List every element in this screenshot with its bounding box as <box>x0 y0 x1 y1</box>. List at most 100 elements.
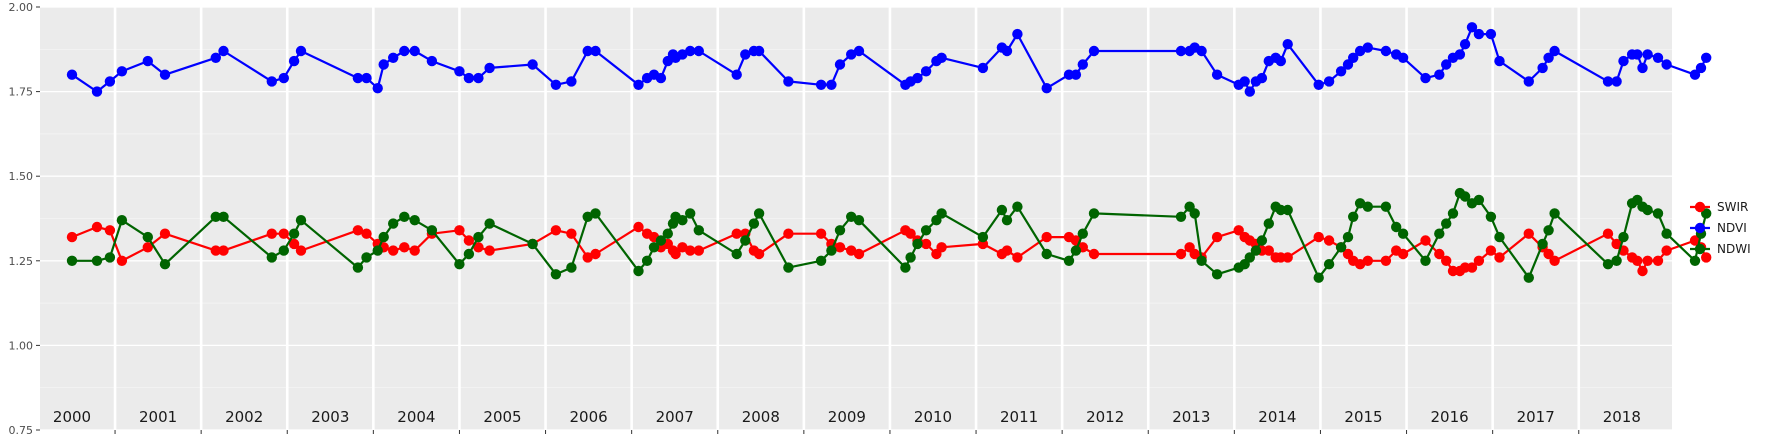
ndwi-point <box>484 218 495 229</box>
year-label: 2006 <box>570 408 608 426</box>
year-label: 2009 <box>828 408 866 426</box>
ndvi-point <box>1077 59 1089 70</box>
ndvi-point <box>1537 62 1548 74</box>
ndwi-point <box>977 231 989 243</box>
ndvi-point <box>1466 22 1478 33</box>
swir-point <box>936 242 947 253</box>
ndwi-point <box>826 245 837 256</box>
swir-point <box>685 245 696 256</box>
year-label: 2017 <box>1517 408 1555 426</box>
ndvi-point <box>388 52 399 63</box>
ndvi-point <box>590 45 601 57</box>
ndvi-point <box>409 45 420 57</box>
swir-point <box>1380 255 1392 266</box>
swir-point <box>633 221 644 233</box>
swir-point <box>399 242 410 253</box>
swir-point <box>116 255 128 266</box>
ndvi-point <box>1335 66 1347 77</box>
swir-point <box>1313 231 1324 243</box>
ndwi-point <box>912 238 923 250</box>
ndwi-point <box>662 228 673 239</box>
ndwi-point <box>1001 215 1013 226</box>
ndwi-point <box>900 262 911 273</box>
ndvi-point <box>399 45 410 57</box>
swir-point <box>1611 238 1622 250</box>
ndvi-point <box>1070 69 1082 80</box>
ndwi-point <box>1380 201 1392 212</box>
ndvi-point <box>278 72 289 84</box>
swir-point <box>834 242 846 253</box>
ndwi-point <box>1335 242 1347 253</box>
swir-point <box>1041 231 1052 243</box>
swir-point <box>1523 228 1535 239</box>
swir-point <box>1652 255 1664 266</box>
ndvi-point <box>1618 55 1629 67</box>
swir-point <box>550 225 562 236</box>
ndwi-point <box>1250 245 1262 256</box>
ndwi-point <box>648 242 660 253</box>
ndwi-point <box>753 208 765 219</box>
ndvi-point <box>1380 45 1392 57</box>
ndwi-point <box>1313 272 1324 283</box>
ndwi-point <box>1642 204 1653 216</box>
ndwi-point <box>288 228 300 239</box>
ndvi-point <box>783 76 794 87</box>
ndwi-point <box>66 255 78 266</box>
swir-point <box>815 228 827 239</box>
ndwi-point <box>677 215 688 226</box>
ndvi-point <box>454 66 465 77</box>
swir-point <box>210 245 221 256</box>
y-tick-label: 0.75 <box>9 424 34 437</box>
swir-point <box>1323 235 1335 246</box>
ndvi-point <box>1275 55 1287 67</box>
ndwi-point <box>996 204 1008 216</box>
ndvi-point <box>1175 45 1187 57</box>
year-label: 2013 <box>1172 408 1210 426</box>
swir-point <box>1701 252 1712 263</box>
ndwi-point <box>210 211 221 222</box>
swir-point <box>1001 245 1013 256</box>
year-label: 2010 <box>914 408 952 426</box>
ndwi-point <box>748 218 760 229</box>
ndvi-point <box>1459 39 1471 50</box>
swir-point <box>753 248 765 260</box>
swir-point <box>1473 255 1485 266</box>
ndwi-point <box>361 252 372 263</box>
y-tick-label: 2.00 <box>9 1 34 14</box>
ndwi-point <box>1041 248 1052 260</box>
ndvi-point <box>912 72 923 84</box>
ndwi-point <box>1652 208 1664 219</box>
ndwi-point <box>1211 269 1223 280</box>
swir-point <box>1494 252 1505 263</box>
ndvi-point <box>288 55 300 67</box>
ndvi-point <box>1041 83 1052 94</box>
legend-ndvi-label: NDVI <box>1717 221 1747 235</box>
ndwi-point <box>1523 272 1535 283</box>
ndvi-point <box>740 49 751 60</box>
ndwi-point <box>1348 211 1359 222</box>
ndwi-point <box>920 225 932 236</box>
ndvi-point <box>463 72 475 84</box>
ndwi-point <box>1070 245 1082 256</box>
legend: SWIR NDVI NDWI <box>1690 200 1751 256</box>
swir-point <box>278 228 289 239</box>
ndvi-point <box>1611 76 1622 87</box>
ndvi-point <box>116 66 128 77</box>
swir-point <box>159 228 171 239</box>
ndwi-point <box>633 265 644 277</box>
ndwi-point <box>372 245 383 256</box>
year-label: 2001 <box>139 408 177 426</box>
ndwi-point <box>1537 238 1548 250</box>
swir-point <box>1637 265 1648 277</box>
x-axis <box>114 430 1580 434</box>
ndvi-point <box>1473 28 1485 40</box>
swir-point <box>1543 248 1554 260</box>
swir-point <box>1689 235 1701 246</box>
legend-ndwi-key <box>1694 243 1706 255</box>
ndvi-point <box>218 45 229 57</box>
ndvi-point <box>66 69 78 80</box>
swir-point <box>1175 248 1187 260</box>
ndvi-point <box>91 86 103 97</box>
ndwi-point <box>388 218 399 229</box>
ndvi-point <box>1196 45 1207 57</box>
